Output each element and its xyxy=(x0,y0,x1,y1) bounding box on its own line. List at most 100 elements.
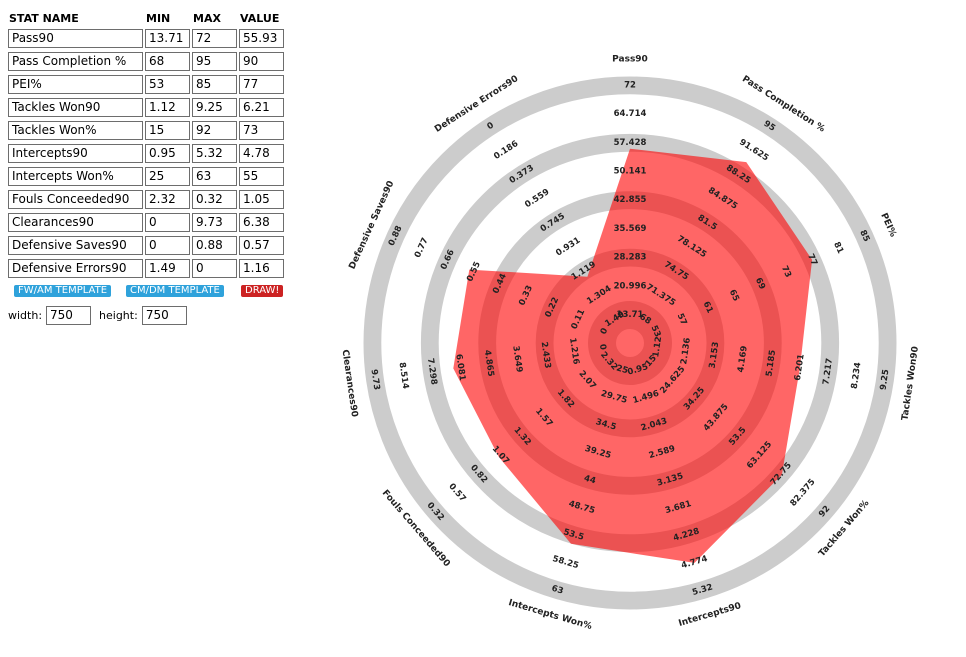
max-input[interactable]: 5.32 xyxy=(192,144,237,163)
min-input[interactable]: 68 xyxy=(145,52,190,71)
table-row: Pass Completion % 68 95 90 xyxy=(8,52,284,71)
value-input[interactable]: 55 xyxy=(239,167,284,186)
dimensions-row: width: 750 height: 750 xyxy=(8,306,195,325)
table-row: Fouls Conceeded90 2.32 0.32 1.05 xyxy=(8,190,284,209)
min-input[interactable]: 1.12 xyxy=(145,98,190,117)
radar-axis-label: Pass90 xyxy=(612,54,648,64)
table-row: PEI% 53 85 77 xyxy=(8,75,284,94)
value-input[interactable]: 90 xyxy=(239,52,284,71)
radar-tick-label: 0 xyxy=(597,343,608,350)
radar-tick-label: 2.433 xyxy=(539,341,553,369)
radar-tick-label: 64.714 xyxy=(614,109,647,119)
radar-tick-label: 0 xyxy=(599,327,611,337)
height-input[interactable]: 750 xyxy=(141,306,187,325)
radar-ring xyxy=(363,76,897,610)
radar-tick-label: 2.136 xyxy=(679,337,693,365)
radar-tick-label: 1.216 xyxy=(567,337,581,365)
radar-tick-label: 0.931 xyxy=(554,235,582,258)
value-input[interactable]: 4.78 xyxy=(239,144,284,163)
stat-name-input[interactable]: Clearances90 xyxy=(8,213,143,232)
radar-tick-label: 91.625 xyxy=(737,137,770,163)
value-input[interactable]: 6.21 xyxy=(239,98,284,117)
radar-axis-label: Intercepts90 xyxy=(677,601,742,629)
radar-tick-label: 20.996 xyxy=(614,281,647,291)
radar-axis-label: PEI% xyxy=(878,212,898,239)
min-input[interactable]: 0 xyxy=(145,213,190,232)
radar-data-polygon xyxy=(453,148,813,563)
template-buttons: FW/AM TEMPLATE CM/DM TEMPLATE DRAW! xyxy=(8,285,298,299)
min-input[interactable]: 25 xyxy=(145,167,190,186)
max-input[interactable]: 9.73 xyxy=(192,213,237,232)
value-input[interactable]: 1.05 xyxy=(239,190,284,209)
stat-name-input[interactable]: Intercepts Won% xyxy=(8,167,143,186)
radar-tick-label: 73 xyxy=(779,264,793,279)
min-input[interactable]: 15 xyxy=(145,121,190,140)
radar-tick-label: 57 xyxy=(675,312,689,327)
table-row: Tackles Won90 1.12 9.25 6.21 xyxy=(8,98,284,117)
stats-panel: STAT NAME MIN MAX VALUE Pass90 13.71 72 55.… xyxy=(8,8,298,325)
value-input[interactable]: 77 xyxy=(239,75,284,94)
radar-tick-label: 9.25 xyxy=(879,369,892,391)
radar-tick-label: 50.141 xyxy=(614,167,647,177)
radar-tick-label: 6.201 xyxy=(793,353,807,381)
radar-tick-label: 81 xyxy=(831,240,845,255)
stat-name-input[interactable]: PEI% xyxy=(8,75,143,94)
radar-tick-label: 72 xyxy=(624,80,636,90)
radar-tick-label: 0 xyxy=(486,120,496,132)
max-input[interactable]: 72 xyxy=(192,29,237,48)
radar-tick-label: 42.855 xyxy=(614,195,647,205)
header-stat-name: STAT NAME xyxy=(9,12,79,25)
radar-tick-label: 25 xyxy=(615,363,629,376)
width-input[interactable]: 750 xyxy=(46,306,92,325)
draw-button[interactable]: DRAW! xyxy=(241,285,284,297)
value-input[interactable]: 73 xyxy=(239,121,284,140)
header-max: MAX xyxy=(193,12,221,25)
fw-am-template-button[interactable]: FW/AM TEMPLATE xyxy=(14,285,112,297)
min-input[interactable]: 13.71 xyxy=(145,29,190,48)
max-input[interactable]: 9.25 xyxy=(192,98,237,117)
max-input[interactable]: 63 xyxy=(192,167,237,186)
radar-tick-label: 7.217 xyxy=(821,357,835,385)
stat-name-input[interactable]: Defensive Saves90 xyxy=(8,236,143,255)
max-input[interactable]: 85 xyxy=(192,75,237,94)
radar-tick-label: 58.25 xyxy=(551,554,580,571)
stat-name-input[interactable]: Tackles Won90 xyxy=(8,98,143,117)
stat-name-input[interactable]: Tackles Won% xyxy=(8,121,143,140)
value-input[interactable]: 1.16 xyxy=(239,259,284,278)
radar-tick-label: 3.649 xyxy=(510,345,524,373)
max-input[interactable]: 0.32 xyxy=(192,190,237,209)
radar-tick-label: 4.169 xyxy=(736,345,750,373)
radar-tick-label: 9.73 xyxy=(369,369,382,391)
stat-name-input[interactable]: Intercepts90 xyxy=(8,144,143,163)
stats-table-header: STAT NAME MIN MAX VALUE xyxy=(8,12,284,25)
min-input[interactable]: 53 xyxy=(145,75,190,94)
min-input[interactable]: 0 xyxy=(145,236,190,255)
radar-tick-label: 6.081 xyxy=(453,353,467,381)
max-input[interactable]: 0.88 xyxy=(192,236,237,255)
value-input[interactable]: 55.93 xyxy=(239,29,284,48)
radar-tick-label: 57.428 xyxy=(614,138,647,148)
radar-tick-label: 82.375 xyxy=(788,477,817,508)
min-input[interactable]: 2.32 xyxy=(145,190,190,209)
radar-axis-label: Clearances90 xyxy=(339,349,359,418)
radar-tick-label: 0.57 xyxy=(446,482,467,504)
min-input[interactable]: 1.49 xyxy=(145,259,190,278)
radar-tick-label: 85 xyxy=(857,229,871,244)
max-input[interactable]: 92 xyxy=(192,121,237,140)
stat-name-input[interactable]: Fouls Conceeded90 xyxy=(8,190,143,209)
stat-name-input[interactable]: Pass90 xyxy=(8,29,143,48)
max-input[interactable]: 0 xyxy=(192,259,237,278)
stat-name-input[interactable]: Pass Completion % xyxy=(8,52,143,71)
min-input[interactable]: 0.95 xyxy=(145,144,190,163)
radar-tick-label: 0.77 xyxy=(413,236,431,259)
table-row: Clearances90 0 9.73 6.38 xyxy=(8,213,284,232)
value-input[interactable]: 0.57 xyxy=(239,236,284,255)
radar-tick-label: 5.185 xyxy=(764,349,778,377)
cm-dm-template-button[interactable]: CM/DM TEMPLATE xyxy=(126,285,224,297)
table-row: Intercepts Won% 25 63 55 xyxy=(8,167,284,186)
stat-name-input[interactable]: Defensive Errors90 xyxy=(8,259,143,278)
value-input[interactable]: 6.38 xyxy=(239,213,284,232)
radar-tick-label: 77 xyxy=(805,252,819,267)
radar-tick-label: 53 xyxy=(648,324,662,339)
max-input[interactable]: 95 xyxy=(192,52,237,71)
